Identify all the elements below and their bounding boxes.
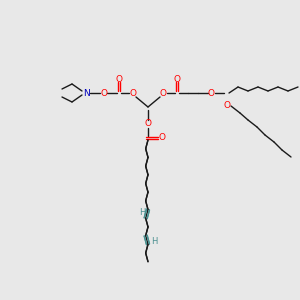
Text: O: O <box>130 89 136 98</box>
Text: H: H <box>139 208 145 217</box>
Text: O: O <box>100 88 107 98</box>
Text: N: N <box>82 88 89 98</box>
Text: O: O <box>224 100 230 109</box>
Text: O: O <box>160 89 167 98</box>
Text: O: O <box>208 88 214 98</box>
Text: O: O <box>158 134 166 142</box>
Text: O: O <box>145 119 152 128</box>
Text: H: H <box>151 237 157 246</box>
Text: O: O <box>116 76 122 85</box>
Text: O: O <box>173 76 181 85</box>
